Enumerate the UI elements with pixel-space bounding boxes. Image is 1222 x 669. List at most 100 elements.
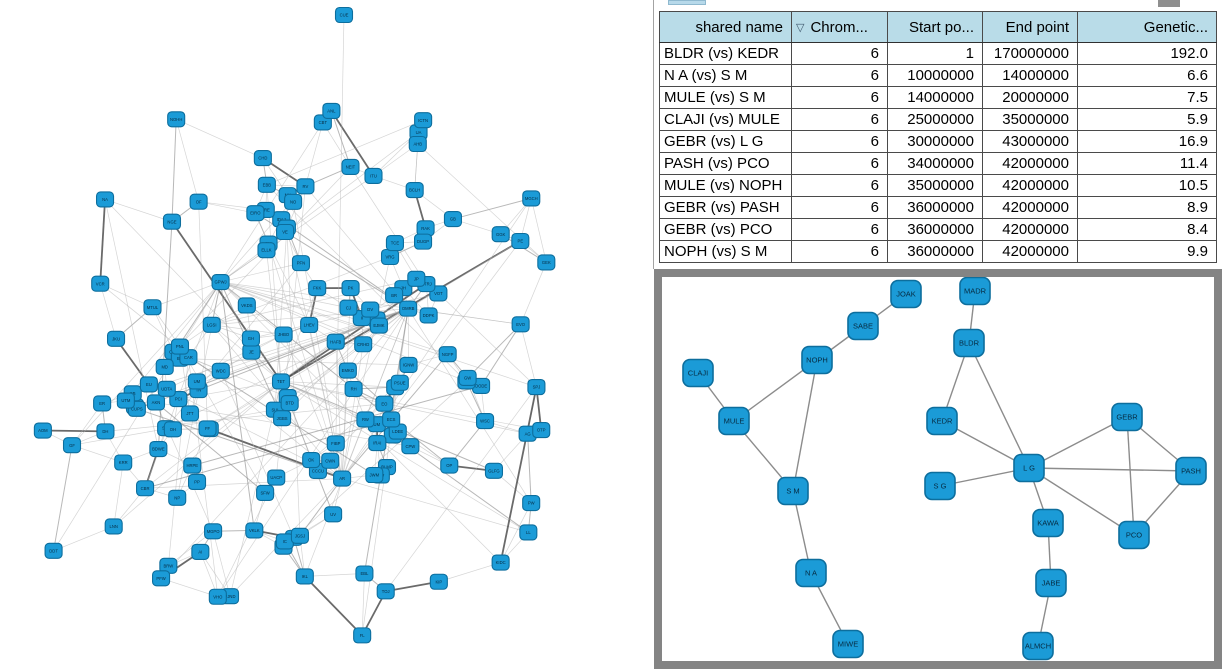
table-row[interactable]: BLDR (vs) KEDR 6 1 170000000 192.0 — [659, 42, 1217, 65]
network-node-bldr[interactable]: BLDR — [953, 328, 985, 358]
network-node-gebr[interactable]: GEBR — [1111, 402, 1143, 432]
network-node-l-g[interactable]: L G — [1013, 453, 1045, 483]
network-edge[interactable] — [499, 386, 538, 563]
network-edge[interactable] — [220, 262, 302, 283]
network-edge[interactable] — [397, 431, 450, 466]
network-edge[interactable] — [211, 324, 284, 335]
network-edge[interactable] — [330, 110, 375, 177]
network-edge[interactable] — [330, 110, 351, 168]
network-edge[interactable] — [160, 577, 218, 598]
table-row[interactable]: GEBR (vs) PASH 6 36000000 42000000 8.9 — [659, 196, 1217, 219]
network-edge[interactable] — [220, 281, 450, 466]
network-edge[interactable] — [335, 14, 345, 444]
network-node-miwe[interactable]: MIWE — [832, 629, 864, 659]
network-edge[interactable] — [304, 308, 409, 577]
network-edge[interactable] — [335, 341, 343, 479]
network-edge[interactable] — [1126, 416, 1135, 536]
network-edge[interactable] — [211, 256, 391, 326]
table-row[interactable]: GEBR (vs) L G 6 30000000 43000000 16.9 — [659, 130, 1217, 153]
network-edge[interactable] — [1028, 467, 1192, 472]
network-edge[interactable] — [305, 122, 324, 187]
network-node-mule[interactable]: MULE — [718, 406, 750, 436]
column-header-shared-name[interactable]: shared name — [659, 11, 792, 43]
network-edge[interactable] — [192, 385, 482, 467]
column-header-chrom-[interactable]: ▽ Chrom... — [791, 11, 888, 43]
network-edge[interactable] — [452, 197, 532, 220]
network-edge[interactable] — [220, 132, 419, 283]
network-node-s-g[interactable]: S G — [924, 471, 956, 501]
network-edge[interactable] — [157, 221, 173, 450]
network-node-claji[interactable]: CLAJI — [682, 358, 714, 388]
network-node-jabe[interactable]: JABE — [1035, 568, 1067, 598]
network-edge[interactable] — [212, 531, 231, 597]
network-edge[interactable] — [99, 283, 117, 339]
network-edge[interactable] — [280, 381, 529, 533]
table-row[interactable]: GEBR (vs) PCO 6 36000000 42000000 8.4 — [659, 218, 1217, 241]
network-edge[interactable] — [179, 358, 409, 366]
network-edge[interactable] — [407, 240, 521, 309]
network-edge[interactable] — [53, 445, 73, 551]
network-edge[interactable] — [281, 381, 396, 388]
network-edge[interactable] — [220, 281, 467, 382]
network-edge[interactable] — [220, 370, 295, 539]
network-edge[interactable] — [438, 562, 501, 583]
table-row[interactable]: MULE (vs) NOPH 6 35000000 42000000 10.5 — [659, 174, 1217, 197]
network-edge[interactable] — [220, 281, 349, 309]
network-edge[interactable] — [176, 118, 264, 159]
column-header-end-point[interactable]: End point — [982, 11, 1078, 43]
network-edge[interactable] — [53, 526, 114, 552]
network-node-pco[interactable]: PCO — [1118, 520, 1150, 550]
table-row[interactable]: N A (vs) S M 6 10000000 14000000 6.6 — [659, 64, 1217, 87]
network-edge[interactable] — [350, 166, 427, 285]
network-edge[interactable] — [160, 308, 409, 579]
network-edge[interactable] — [341, 344, 364, 479]
network-edge[interactable] — [480, 324, 522, 387]
network-edge[interactable] — [520, 262, 547, 325]
network-edge[interactable] — [113, 462, 124, 527]
network-edge[interactable] — [1028, 416, 1128, 469]
network-edge[interactable] — [104, 199, 173, 223]
network-edge[interactable] — [165, 262, 302, 429]
network-edge[interactable] — [42, 429, 106, 433]
network-edge[interactable] — [289, 308, 409, 404]
network-edge[interactable] — [385, 386, 537, 592]
network-edge[interactable] — [308, 324, 343, 479]
network-edge[interactable] — [266, 119, 424, 186]
filter-icon[interactable]: ▽ — [796, 21, 805, 34]
network-edge[interactable] — [500, 502, 532, 563]
network-node-pash[interactable]: PASH — [1175, 456, 1207, 486]
network-edge[interactable] — [171, 119, 177, 222]
table-row[interactable]: CLAJI (vs) MULE 6 25000000 35000000 5.9 — [659, 108, 1217, 131]
network-edge[interactable] — [171, 221, 282, 382]
network-edge[interactable] — [145, 478, 343, 489]
network-node-n-a[interactable]: N A — [795, 558, 827, 588]
network-edge[interactable] — [113, 381, 282, 527]
table-row[interactable]: NOPH (vs) S M 6 36000000 42000000 9.9 — [659, 240, 1217, 263]
network-edge[interactable] — [304, 575, 363, 636]
network-edge[interactable] — [266, 184, 467, 382]
network-node-noph[interactable]: NOPH — [801, 345, 833, 375]
main-network-canvas[interactable]: OMRBNGEAKNSSEOPCDVDAGCCVBRWRVNABLMPFCJPP… — [0, 0, 652, 669]
network-edge[interactable] — [304, 573, 365, 577]
filtered-network-panel[interactable]: JOAK MADR SABE NOPH BLDR CLAJI MULE KEDR GEBR L G… — [654, 269, 1222, 669]
network-edge[interactable] — [266, 250, 282, 382]
network-edge[interactable] — [467, 323, 521, 379]
network-edge[interactable] — [342, 478, 529, 533]
network-edge[interactable] — [341, 256, 391, 479]
network-node-madr[interactable]: MADR — [959, 277, 991, 306]
network-edge[interactable] — [438, 293, 537, 388]
network-edge[interactable] — [268, 243, 310, 326]
network-edge[interactable] — [152, 281, 221, 308]
network-edge[interactable] — [144, 423, 377, 489]
network-edge[interactable] — [166, 334, 284, 390]
column-header-genetic-[interactable]: Genetic... — [1077, 11, 1217, 43]
network-edge[interactable] — [175, 119, 199, 202]
network-edge[interactable] — [71, 281, 221, 446]
network-edge[interactable] — [220, 281, 255, 531]
network-edge[interactable] — [527, 433, 532, 504]
network-edge[interactable] — [968, 342, 1030, 469]
network-node-kedr[interactable]: KEDR — [926, 406, 958, 436]
network-edge[interactable] — [361, 573, 365, 636]
network-node-joak[interactable]: JOAK — [890, 279, 922, 309]
network-node-sabe[interactable]: SABE — [847, 311, 879, 341]
